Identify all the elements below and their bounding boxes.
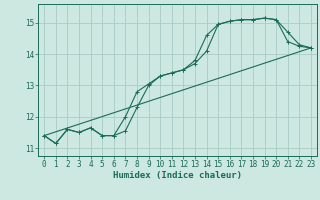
X-axis label: Humidex (Indice chaleur): Humidex (Indice chaleur) (113, 171, 242, 180)
